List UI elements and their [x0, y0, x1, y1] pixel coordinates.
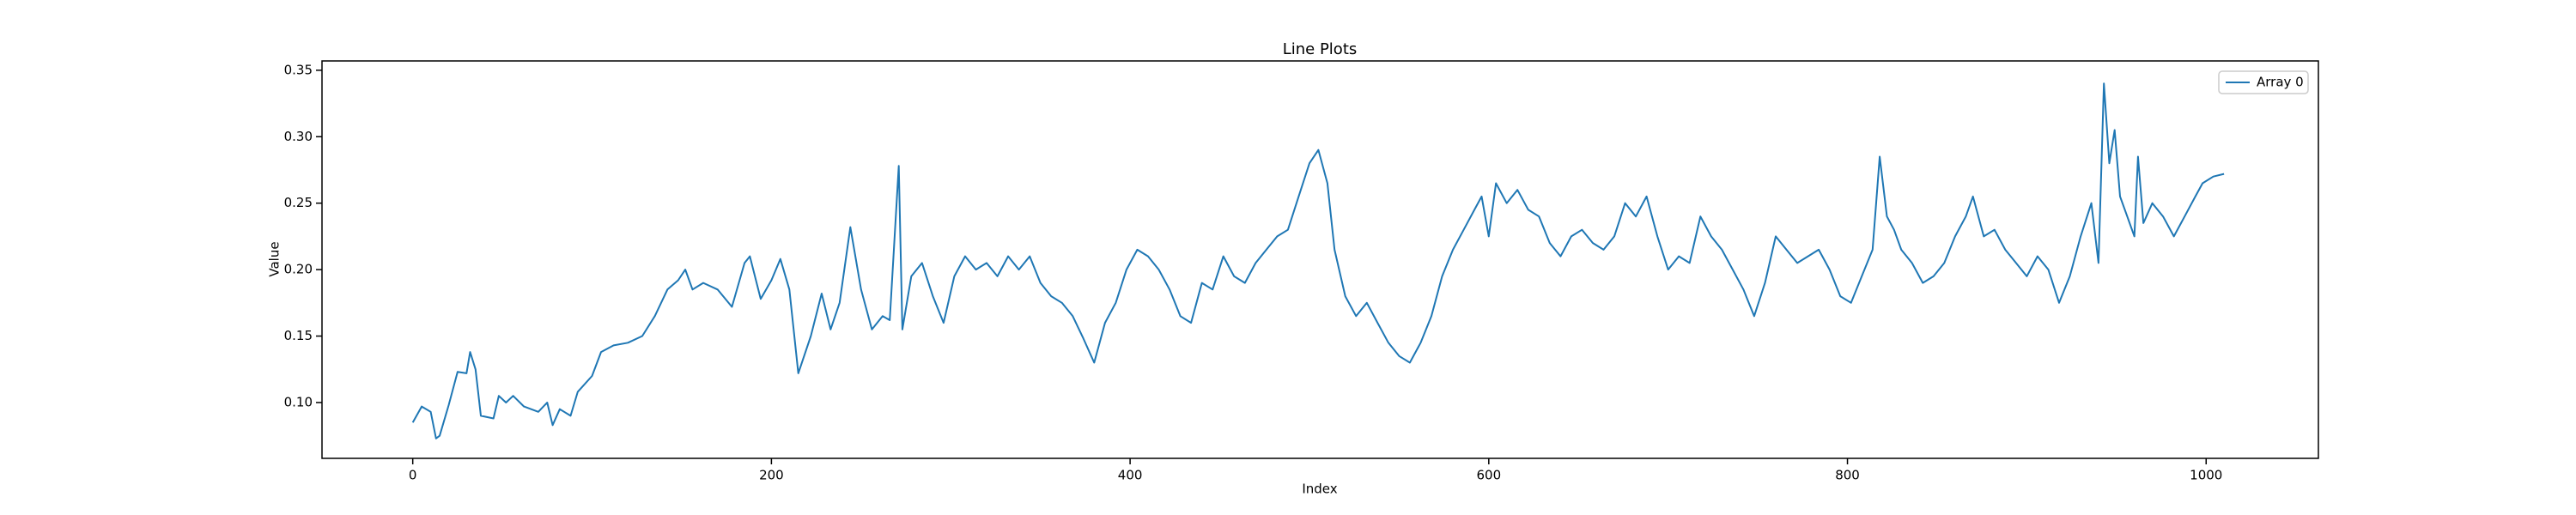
y-tick-label: 0.25 — [284, 195, 313, 210]
y-axis-label: Value — [267, 241, 283, 276]
legend-box — [2218, 70, 2309, 94]
line-series — [411, 82, 2225, 439]
x-tick-label: 1000 — [2190, 468, 2222, 483]
x-tick-label: 600 — [1477, 468, 1502, 483]
y-tick-label: 0.10 — [284, 394, 313, 409]
y-tick-label: 0.20 — [284, 262, 313, 277]
chart-title: Line Plots — [1283, 40, 1358, 58]
legend-label: Array 0 — [2257, 75, 2304, 90]
x-tick-label: 400 — [1118, 468, 1143, 483]
y-tick-label: 0.30 — [284, 129, 313, 144]
x-tick-label: 200 — [759, 468, 784, 483]
plot-frame — [321, 60, 2319, 459]
y-tick-label: 0.15 — [284, 328, 313, 343]
x-tick-label: 0 — [409, 468, 417, 483]
y-tick-label: 0.35 — [284, 62, 313, 77]
x-axis-label: Index — [1302, 482, 1337, 497]
x-tick-label: 800 — [1835, 468, 1860, 483]
